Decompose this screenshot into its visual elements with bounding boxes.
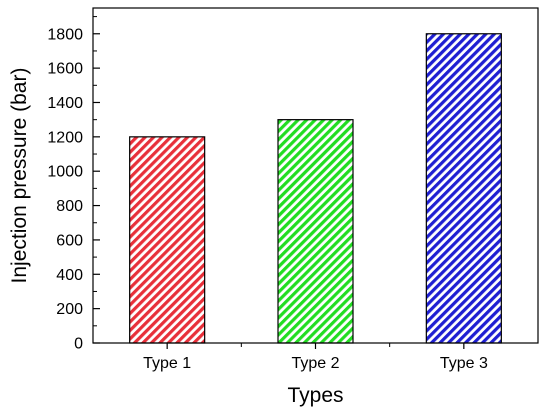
x-tick-label: Type 1: [143, 355, 191, 372]
y-tick-label: 400: [56, 267, 83, 284]
bars-group: [129, 33, 502, 344]
y-axis-ticks: 0 200 400 600 800 1000 1200 1400 1600 1800: [47, 16, 100, 353]
y-tick-label: 1800: [47, 26, 83, 43]
y-tick-label: 600: [56, 232, 83, 249]
x-axis-ticks: Type 1 Type 2 Type 3: [143, 343, 488, 372]
bar-type-1: [129, 136, 206, 344]
y-axis-title: Injection pressure (bar): [8, 68, 31, 284]
x-tick-label: Type 2: [291, 355, 339, 372]
y-tick-label: 0: [74, 336, 83, 353]
x-axis-title: Types: [287, 384, 343, 407]
y-tick-label: 1200: [47, 129, 83, 146]
plot-frame: [92, 7, 539, 344]
bar-type-2: [277, 119, 354, 344]
y-tick-label: 1400: [47, 95, 83, 112]
y-tick-label: 800: [56, 198, 83, 215]
y-tick-label: 200: [56, 301, 83, 318]
bar-type-3: [425, 33, 502, 344]
y-tick-label: 1000: [47, 164, 83, 181]
x-tick-label: Type 3: [440, 355, 488, 372]
y-tick-label: 1600: [47, 61, 83, 78]
